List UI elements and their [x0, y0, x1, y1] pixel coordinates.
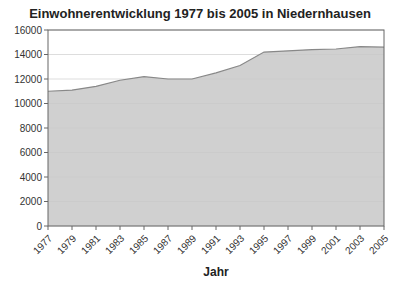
- y-tick-label: 12000: [14, 74, 42, 85]
- x-tick: [72, 226, 73, 230]
- plot-area: [48, 47, 384, 226]
- plot-frame: [48, 30, 384, 226]
- y-tick-label: 4000: [20, 172, 43, 183]
- y-tick-label: 0: [36, 221, 42, 232]
- x-tick: [216, 226, 217, 230]
- area: [48, 47, 384, 226]
- chart: 0 2000 4000 6000 8000 10000 12000 14000 16000 197…: [0, 0, 400, 282]
- x-tick-label: 2005: [367, 232, 391, 256]
- x-axis-label: Jahr: [203, 265, 229, 279]
- title: Einwohnerentwicklung 1977 bis 2005 in Ni…: [29, 6, 371, 21]
- x-tick: [96, 226, 97, 230]
- x-tick-label: 1999: [295, 232, 319, 256]
- x-axis: 1977197919811983198519871989199119931995…: [31, 226, 391, 256]
- grid: [48, 30, 384, 226]
- x-tick-label: 1991: [199, 232, 223, 256]
- x-tick: [312, 226, 313, 230]
- x-tick: [120, 226, 121, 230]
- y-axis: 0 2000 4000 6000 8000 10000 12000 14000 16000: [14, 25, 48, 232]
- x-tick: [192, 226, 193, 230]
- x-tick: [240, 226, 241, 230]
- y-tick: [44, 177, 48, 178]
- x-tick-label: 1983: [103, 232, 127, 256]
- y-tick: [44, 201, 48, 202]
- x-tick-label: 1995: [247, 232, 271, 256]
- y-tick-label: 10000: [14, 98, 42, 109]
- y-tick-label: 14000: [14, 49, 42, 60]
- y-tick-label: 6000: [20, 147, 43, 158]
- x-tick: [360, 226, 361, 230]
- y-tick: [44, 79, 48, 80]
- x-tick-label: 1989: [175, 232, 199, 256]
- x-tick: [168, 226, 169, 230]
- x-tick-label: 1993: [223, 232, 247, 256]
- x-tick-label: 1985: [127, 232, 151, 256]
- y-tick-label: 8000: [20, 123, 43, 134]
- x-tick-label: 1997: [271, 232, 295, 256]
- x-tick: [48, 226, 49, 230]
- line: [48, 47, 384, 92]
- y-tick: [44, 152, 48, 153]
- y-tick-label: 2000: [20, 196, 43, 207]
- x-tick-label: 1977: [31, 232, 55, 256]
- y-tick-label: 16000: [14, 25, 42, 36]
- x-tick-label: 1987: [151, 232, 175, 256]
- y-tick: [44, 128, 48, 129]
- x-tick: [264, 226, 265, 230]
- x-tick: [288, 226, 289, 230]
- x-tick: [336, 226, 337, 230]
- x-tick-label: 1981: [79, 232, 103, 256]
- y-tick: [44, 103, 48, 104]
- x-tick: [384, 226, 385, 230]
- x-tick: [144, 226, 145, 230]
- y-tick: [44, 226, 48, 227]
- y-tick: [44, 30, 48, 31]
- y-tick: [44, 54, 48, 55]
- x-tick-label: 1979: [55, 232, 79, 256]
- x-tick-label: 2003: [343, 232, 367, 256]
- x-tick-label: 2001: [319, 232, 343, 256]
